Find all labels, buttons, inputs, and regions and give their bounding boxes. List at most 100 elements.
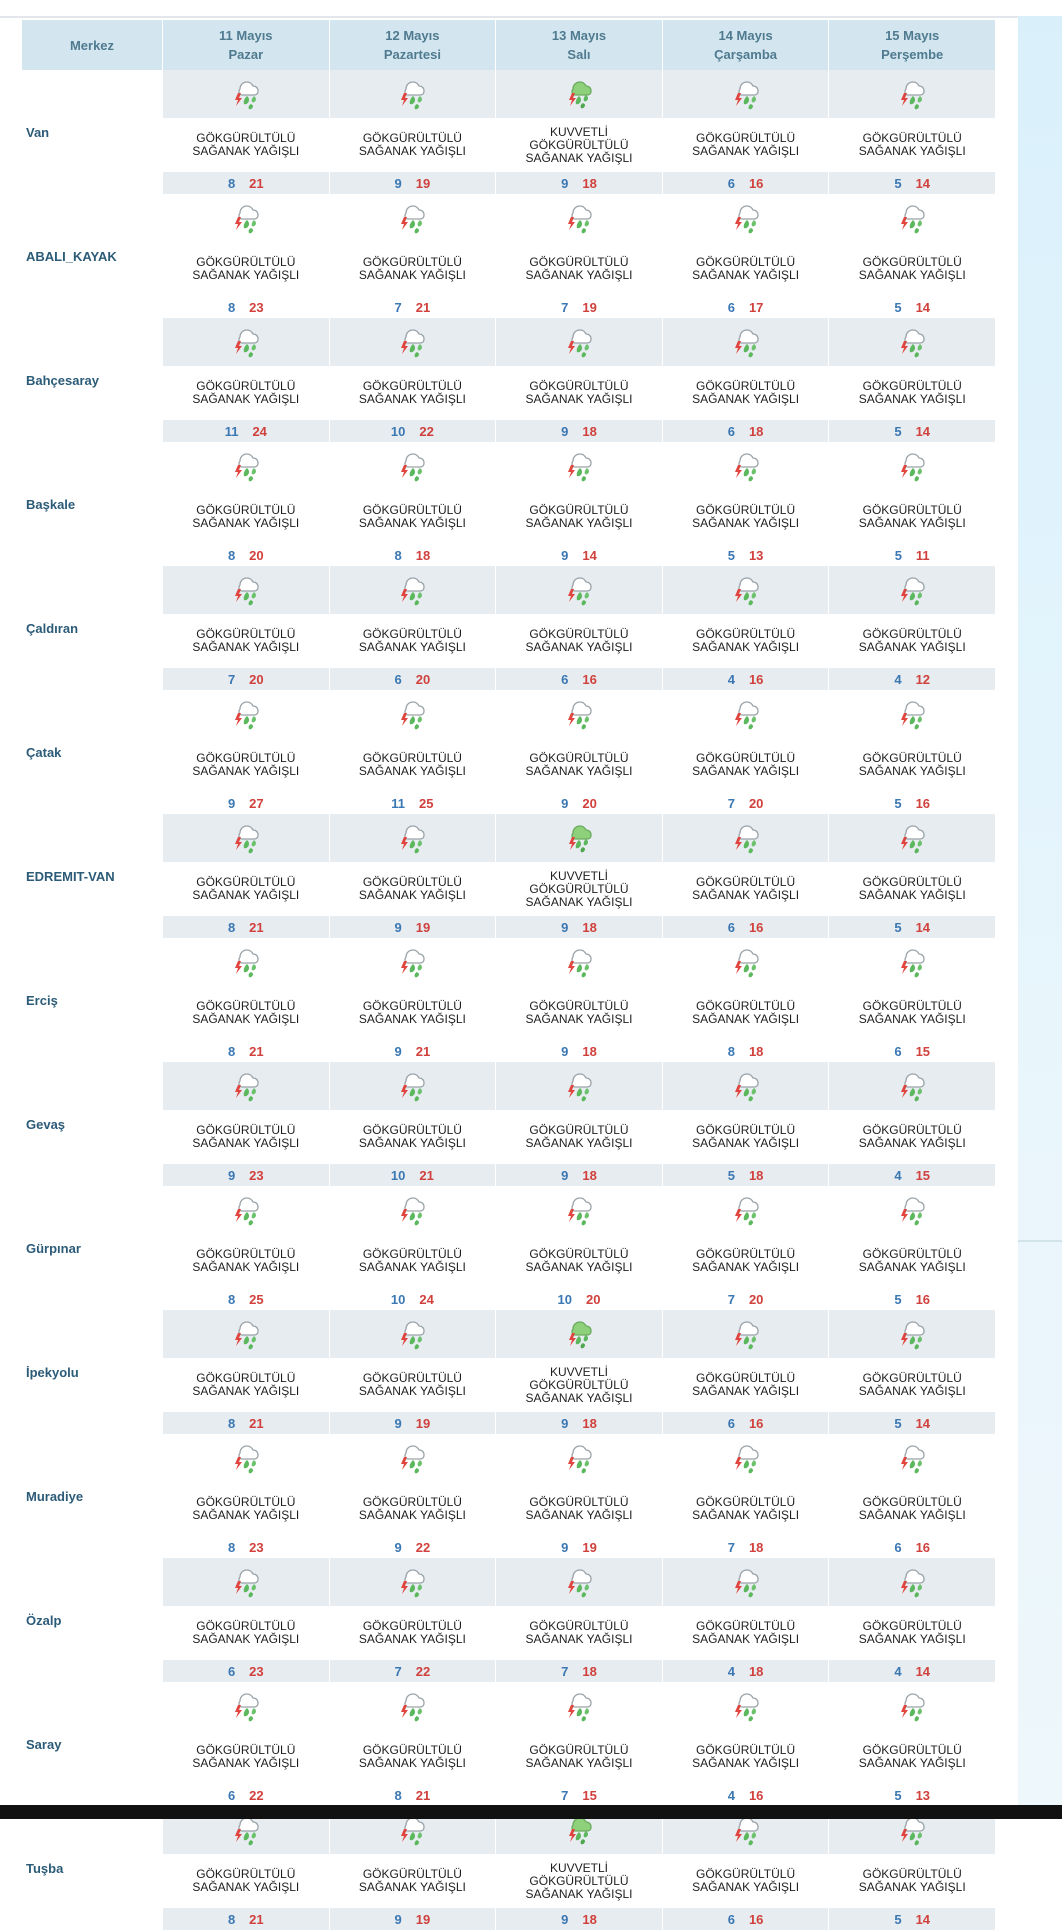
weather-description-line: KUVVETLİ [549,1364,608,1379]
temperature-cell: 7 20 [662,792,830,814]
weather-description: GÖKGÜRÜLTÜLÜ SAĞANAK YAĞIŞLI [329,242,497,296]
weather-description-line: GÖKGÜRÜLTÜLÜ [696,1247,796,1261]
temperature-cell: 8 23 [162,296,330,318]
forecast-desc-row: GÖKGÜRÜLTÜLÜ SAĞANAK YAĞIŞLI GÖKGÜRÜLTÜLÜ S… [22,1110,996,1164]
weather-icon-cell [329,938,497,986]
weather-description: GÖKGÜRÜLTÜLÜ SAĞANAK YAĞIŞLI [828,862,996,916]
weather-icon-cell [329,1558,497,1606]
city-name: Erciş [22,938,163,1062]
weather-description: GÖKGÜRÜLTÜLÜ SAĞANAK YAĞIŞLI [495,738,663,792]
thunderstorm-showers-icon [892,1190,932,1230]
weather-description: GÖKGÜRÜLTÜLÜ SAĞANAK YAĞIŞLI [495,1110,663,1164]
header-date: 12 Mayıs [385,28,440,43]
header-date: 14 Mayıs [718,28,773,43]
weather-description-line: GÖKGÜRÜLTÜLÜ [196,1371,296,1385]
max-temp: 16 [748,671,764,687]
min-temp: 9 [561,1539,569,1555]
weather-description-line: SAĞANAK YAĞIŞLI [525,1136,633,1150]
temperature-cell: 7 20 [662,1288,830,1310]
weather-icon-cell [162,1682,330,1730]
min-temp: 8 [727,1043,735,1059]
forecast-temp-row: 8 25 10 24 10 20 7 20 5 16 [22,1288,996,1310]
weather-description-line: GÖKGÜRÜLTÜLÜ [862,1867,962,1881]
max-temp: 22 [415,1663,431,1679]
max-temp: 24 [252,423,267,439]
forecast-desc-row: GÖKGÜRÜLTÜLÜ SAĞANAK YAĞIŞLI GÖKGÜRÜLTÜLÜ S… [22,614,996,668]
weather-description-line: GÖKGÜRÜLTÜLÜ [362,1619,462,1633]
min-temp: 6 [727,1911,735,1927]
min-temp: 6 [727,919,735,935]
weather-icon-cell [162,1558,330,1606]
forecast-temp-row: 6 22 8 21 7 15 4 16 5 13 [22,1784,996,1806]
weather-description-line: GÖKGÜRÜLTÜLÜ [862,999,962,1013]
weather-description-line: GÖKGÜRÜLTÜLÜ [529,1495,629,1509]
temperature-cell: 6 23 [162,1660,330,1682]
weather-description-line: GÖKGÜRÜLTÜLÜ [529,1873,629,1888]
temperature-cell: 8 20 [162,544,330,566]
temperature-cell: 4 16 [662,1784,830,1806]
min-temp: 8 [227,1539,236,1555]
weather-description-line: GÖKGÜRÜLTÜLÜ [362,379,462,393]
temperature-cell: 8 21 [162,1040,330,1062]
weather-description-line: GÖKGÜRÜLTÜLÜ [862,1247,962,1261]
weather-description-line: SAĞANAK YAĞIŞLI [692,1880,800,1894]
max-temp: 18 [415,547,431,563]
max-temp: 21 [249,919,264,935]
weather-description-line: GÖKGÜRÜLTÜLÜ [529,503,629,517]
weather-icon-cell [828,318,996,366]
min-temp: 5 [894,547,902,563]
thunderstorm-showers-icon [226,1686,266,1726]
weather-description-line: SAĞANAK YAĞIŞLI [358,1756,466,1770]
weather-description: GÖKGÜRÜLTÜLÜ SAĞANAK YAĞIŞLI [495,1234,663,1288]
weather-icon-cell [162,1062,330,1110]
min-temp: 6 [894,1539,902,1555]
max-temp: 18 [582,1415,597,1431]
min-temp: 7 [561,299,569,315]
forecast-desc-row: GÖKGÜRÜLTÜLÜ SAĞANAK YAĞIŞLI GÖKGÜRÜLTÜLÜ S… [22,242,996,296]
min-temp: 8 [227,175,236,191]
min-temp: 4 [727,1787,735,1803]
thunderstorm-showers-icon [392,1562,432,1602]
max-temp: 16 [915,1291,931,1307]
weather-description: GÖKGÜRÜLTÜLÜ SAĞANAK YAĞIŞLI [162,986,330,1040]
weather-icon-cell [495,442,663,490]
weather-description: GÖKGÜRÜLTÜLÜ SAĞANAK YAĞIŞLI [329,490,497,544]
max-temp: 23 [249,1539,264,1555]
temperature-cell: 9 20 [495,792,663,814]
weather-description-line: SAĞANAK YAĞIŞLI [692,516,800,530]
thunderstorm-showers-icon [226,322,266,362]
thunderstorm-showers-icon [392,1314,432,1354]
temperature-cell: 8 18 [329,544,497,566]
max-temp: 20 [582,795,597,811]
thunderstorm-showers-icon [226,818,266,858]
weather-description-line: SAĞANAK YAĞIŞLI [525,150,633,165]
city-name: İpekyolu [22,1310,163,1434]
strong-thunderstorm-icon [559,74,599,114]
weather-description-line: SAĞANAK YAĞIŞLI [692,1012,800,1026]
weather-icon-cell [828,1186,996,1234]
thunderstorm-showers-icon [392,1438,432,1478]
temperature-cell: 5 16 [828,792,996,814]
temperature-cell: 5 13 [828,1784,996,1806]
forecast-temp-row: 7 20 6 20 6 16 4 16 4 12 [22,668,996,690]
weather-description-line: GÖKGÜRÜLTÜLÜ [362,1495,462,1509]
weather-description: GÖKGÜRÜLTÜLÜ SAĞANAK YAĞIŞLI [662,1358,830,1412]
temperature-cell: 4 14 [828,1660,996,1682]
min-temp: 10 [390,423,406,439]
weather-icon-cell [495,1062,663,1110]
weather-description-line: SAĞANAK YAĞIŞLI [192,1756,300,1770]
temperature-cell: 5 14 [828,916,996,938]
min-temp: 5 [894,1911,902,1927]
max-temp: 22 [419,423,434,439]
weather-description: GÖKGÜRÜLTÜLÜ SAĞANAK YAĞIŞLI [828,986,996,1040]
header-date: 13 Mayıs [551,28,607,43]
weather-description-line: KUVVETLİ [549,1860,608,1875]
city-name: Başkale [22,442,163,566]
forecast-temp-row: 9 27 11 25 9 20 7 20 5 16 [22,792,996,814]
min-temp: 9 [561,1043,569,1059]
thunderstorm-showers-icon [226,570,266,610]
weather-description-line: SAĞANAK YAĞIŞLI [858,1260,966,1274]
weather-description: GÖKGÜRÜLTÜLÜ SAĞANAK YAĞIŞLI [662,1234,830,1288]
weather-icon-cell [162,1434,330,1482]
thunderstorm-showers-icon [392,74,432,114]
